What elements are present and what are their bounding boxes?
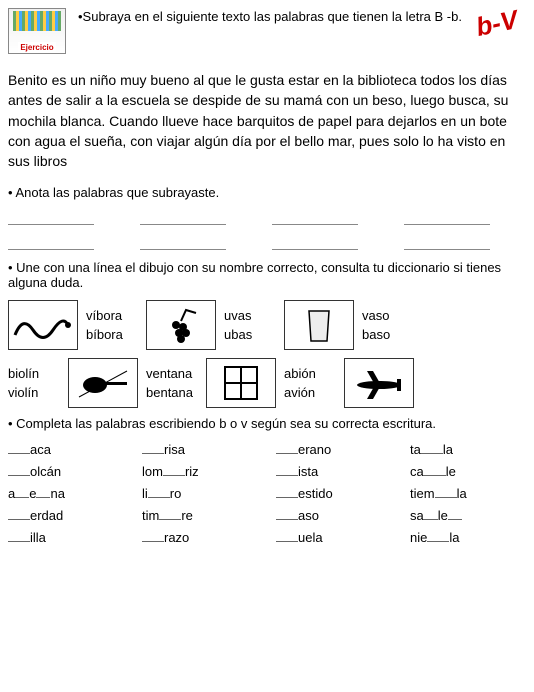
blank-line[interactable] <box>8 235 94 250</box>
blank-line[interactable] <box>8 210 94 225</box>
blank-row-2 <box>8 235 526 250</box>
word-option[interactable]: vaso <box>362 308 414 323</box>
violin-image <box>68 358 138 408</box>
word-option[interactable]: víbora <box>86 308 138 323</box>
word-option[interactable]: abión <box>284 366 336 381</box>
word-option[interactable]: bentana <box>146 385 198 400</box>
match-row-2: biolín violín ventana bentana abión avión <box>8 358 526 408</box>
fill-grid: aca risa erano tala olcán lomriz ista cale aena l… <box>8 441 526 545</box>
fill-word[interactable]: risa <box>142 441 258 457</box>
fill-word[interactable]: timre <box>142 507 258 523</box>
word-option[interactable]: avión <box>284 385 336 400</box>
fill-word[interactable]: cale <box>410 463 526 479</box>
fill-word[interactable]: razo <box>142 529 258 545</box>
ejercicio-label: Ejercicio <box>18 42 55 53</box>
fill-word[interactable]: aena <box>8 485 124 501</box>
airplane-image <box>344 358 414 408</box>
blank-line[interactable] <box>404 210 490 225</box>
blank-line[interactable] <box>404 235 490 250</box>
task2-text: • Anota las palabras que subrayaste. <box>8 185 526 200</box>
fill-word[interactable]: lomriz <box>142 463 258 479</box>
fill-word[interactable]: illa <box>8 529 124 545</box>
fill-word[interactable]: niela <box>410 529 526 545</box>
word-option[interactable]: uvas <box>224 308 276 323</box>
fill-word[interactable]: erdad <box>8 507 124 523</box>
main-paragraph: Benito es un niño muy bueno al que le gu… <box>8 70 526 171</box>
word-option[interactable]: baso <box>362 327 414 342</box>
fill-word[interactable]: aca <box>8 441 124 457</box>
fill-word[interactable]: ista <box>276 463 392 479</box>
fill-word[interactable]: estido <box>276 485 392 501</box>
window-image <box>206 358 276 408</box>
blank-line[interactable] <box>272 235 358 250</box>
fill-word[interactable]: liro <box>142 485 258 501</box>
bv-badge: b-V <box>473 4 520 43</box>
word-option[interactable]: bíbora <box>86 327 138 342</box>
blank-line[interactable] <box>140 235 226 250</box>
word-option[interactable]: ubas <box>224 327 276 342</box>
fill-word[interactable]: sale <box>410 507 526 523</box>
word-option[interactable]: biolín <box>8 366 60 381</box>
glass-image <box>284 300 354 350</box>
fill-word[interactable]: olcán <box>8 463 124 479</box>
fill-word[interactable]: aso <box>276 507 392 523</box>
blank-row-1 <box>8 210 526 225</box>
blank-line[interactable] <box>140 210 226 225</box>
instruction-text: •Subraya en el siguiente texto las palab… <box>78 8 464 26</box>
header: Ejercicio •Subraya en el siguiente texto… <box>8 8 526 54</box>
match-row-1: víbora bíbora uvas ubas vaso baso <box>8 300 526 350</box>
task4-text: • Completa las palabras escribiendo b o … <box>8 416 526 431</box>
fill-word[interactable]: tala <box>410 441 526 457</box>
fill-word[interactable]: tiemla <box>410 485 526 501</box>
task3-text: • Une con una línea el dibujo con su nom… <box>8 260 526 290</box>
ejercicio-icon: Ejercicio <box>8 8 66 54</box>
fill-word[interactable]: erano <box>276 441 392 457</box>
word-option[interactable]: ventana <box>146 366 198 381</box>
grapes-image <box>146 300 216 350</box>
blank-line[interactable] <box>272 210 358 225</box>
fill-word[interactable]: uela <box>276 529 392 545</box>
word-option[interactable]: violín <box>8 385 60 400</box>
snake-image <box>8 300 78 350</box>
